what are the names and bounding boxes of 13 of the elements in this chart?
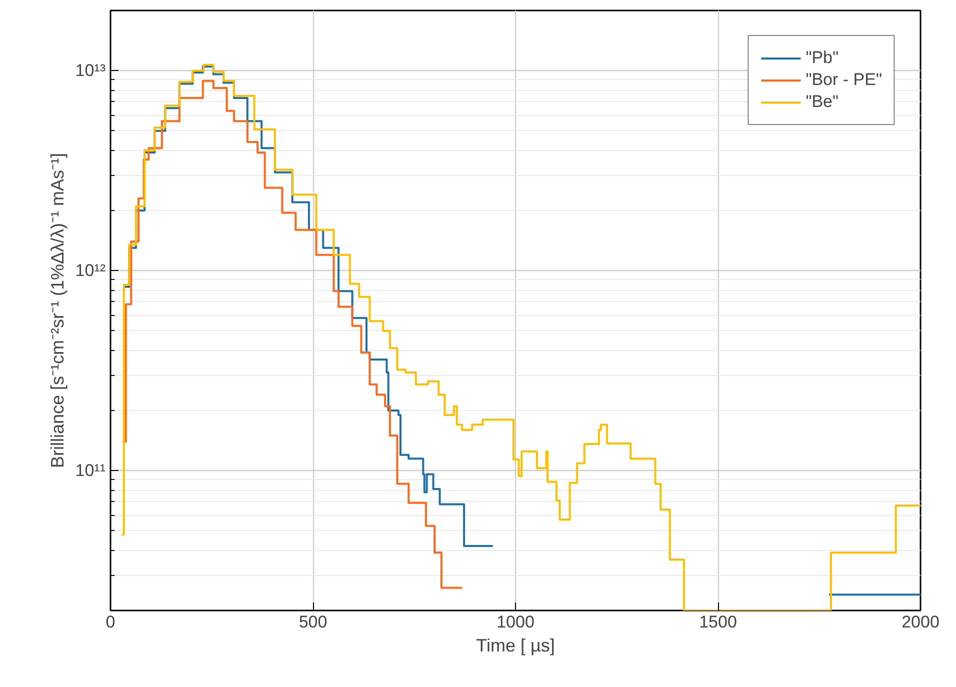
legend-label: "Pb" [806, 48, 839, 68]
y-tick-label: 10¹¹ [75, 461, 106, 480]
x-tick-label: 500 [298, 612, 328, 632]
y-axis-title: Brilliance [s⁻¹cm⁻²sr⁻¹ (1%Δλ/λ)⁻¹ mAs⁻¹] [47, 152, 68, 468]
x-tick-label: 1500 [699, 612, 737, 632]
x-tick-label: 2000 [902, 612, 940, 632]
legend-label: "Be" [806, 92, 839, 112]
legend-label: "Bor - PE" [806, 70, 882, 90]
y-tick-label: 10¹³ [75, 61, 106, 80]
x-tick-label: 0 [106, 612, 116, 632]
x-axis-title: Time [ µs] [476, 636, 555, 656]
x-tick-label: 1000 [496, 612, 534, 632]
y-tick-label: 10¹² [75, 261, 106, 280]
